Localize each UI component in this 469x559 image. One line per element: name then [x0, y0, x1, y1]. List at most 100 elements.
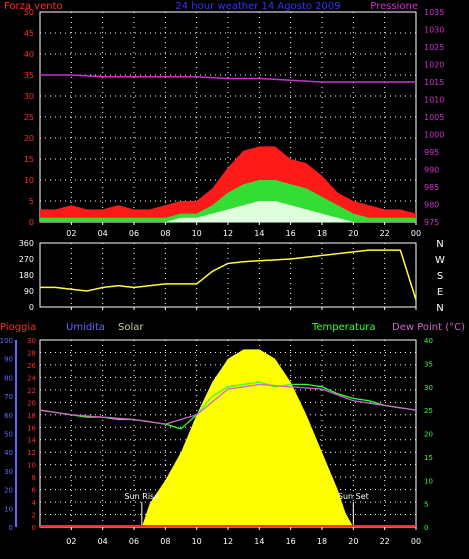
pressure-ytick-label: 1000 — [424, 131, 444, 140]
temp-ytick-label: 35 — [424, 360, 433, 368]
temp-ytick-label: 30 — [424, 384, 433, 392]
sunset-label: Sun Set — [338, 492, 369, 501]
humidity-ytick-label: 0 — [9, 524, 13, 532]
weather-xtick-label: 18 — [317, 537, 327, 546]
humidity-ytick-label: 80 — [4, 374, 13, 382]
weather-xtick-label: 20 — [348, 537, 358, 546]
humidity-ytick-label: 50 — [4, 431, 13, 439]
compass-label: S — [437, 271, 443, 282]
compass-label: N — [436, 303, 443, 314]
compass-label: W — [435, 255, 445, 266]
wind-xtick-label: 02 — [66, 229, 76, 238]
direction-ytick-label: 180 — [19, 271, 34, 280]
rain-ytick-label: 14 — [27, 437, 36, 445]
label-temperature: Temperatura — [311, 322, 376, 333]
wind-xtick-label: 08 — [160, 229, 170, 238]
rain-ytick-label: 8 — [32, 474, 36, 482]
pressure-line — [40, 74, 416, 83]
rain-ytick-label: 0 — [32, 524, 36, 532]
label-rain: Pioggia — [0, 322, 36, 333]
label-humidity: Umidita — [66, 322, 105, 333]
wind-ytick-label: 25 — [24, 113, 34, 122]
weather-xtick-label: 10 — [192, 537, 202, 546]
pressure-ytick-label: 1035 — [424, 8, 444, 17]
wind-ytick-label: 40 — [24, 50, 34, 59]
wind-ytick-label: 5 — [29, 197, 34, 206]
wind-ytick-label: 0 — [29, 218, 34, 227]
pressure-ytick-label: 1020 — [424, 61, 444, 70]
wind-ytick-label: 45 — [24, 29, 34, 38]
rain-ytick-label: 6 — [32, 487, 37, 495]
dewpoint-line — [39, 383, 417, 425]
temp-ytick-label: 15 — [424, 454, 433, 462]
wind-ytick-label: 20 — [24, 134, 34, 143]
solar-area — [141, 349, 354, 527]
pressure-ytick-label: 1010 — [424, 96, 444, 105]
weather-xtick-label: 02 — [66, 537, 76, 546]
rain-ytick-label: 30 — [27, 337, 36, 345]
wind-xtick-label: 00 — [411, 229, 421, 238]
wind-xtick-label: 18 — [317, 229, 327, 238]
humidity-ytick-label: 10 — [4, 505, 13, 513]
humidity-ytick-label: 30 — [4, 468, 13, 476]
weather-xtick-label: 16 — [286, 537, 296, 546]
compass-label: E — [437, 287, 443, 298]
wind-ytick-label: 50 — [24, 8, 34, 17]
pressure-ytick-label: 1015 — [424, 78, 444, 87]
pressure-ytick-label: 1005 — [424, 113, 444, 122]
direction-line — [40, 249, 417, 301]
rain-ytick-label: 4 — [32, 499, 37, 507]
direction-ytick-label: 360 — [19, 239, 34, 248]
wind-xtick-label: 12 — [223, 229, 233, 238]
rain-ytick-label: 24 — [27, 374, 36, 382]
direction-ytick-label: 90 — [24, 287, 34, 296]
rain-ytick-label: 2 — [32, 512, 36, 520]
rain-ytick-label: 28 — [27, 349, 36, 357]
humidity-ytick-label: 70 — [4, 393, 13, 401]
pressure-ytick-label: 980 — [424, 201, 439, 210]
temp-ytick-label: 10 — [424, 477, 433, 485]
humidity-ytick-label: 20 — [4, 487, 13, 495]
temp-ytick-label: 40 — [424, 337, 433, 345]
chart-wind: 0510152025303540455097598098599099510001… — [24, 8, 445, 238]
temp-ytick-label: 5 — [424, 501, 428, 509]
wind-xtick-label: 14 — [254, 229, 264, 238]
weather-xtick-label: 14 — [254, 537, 264, 546]
pressure-ytick-label: 990 — [424, 166, 439, 175]
weather-xtick-label: 22 — [380, 537, 390, 546]
wind-low-area — [40, 201, 416, 222]
sunrise-label: Sun Rise — [125, 492, 160, 501]
temp-ytick-label: 0 — [424, 524, 428, 532]
humidity-ytick-label: 60 — [4, 412, 13, 420]
rain-ytick-label: 12 — [27, 449, 36, 457]
pressure-ytick-label: 985 — [424, 183, 439, 192]
weather-xtick-label: 08 — [160, 537, 170, 546]
pressure-ytick-label: 1030 — [424, 26, 444, 35]
wind-xtick-label: 16 — [286, 229, 296, 238]
rain-ytick-label: 26 — [27, 362, 36, 370]
humidity-ytick-label: 100 — [0, 337, 13, 345]
wind-xtick-label: 10 — [192, 229, 202, 238]
header-pressure-label: Pressione — [370, 1, 418, 12]
humidity-ytick-label: 90 — [4, 356, 13, 364]
header-wind-label: Forza vento — [4, 1, 63, 12]
temp-ytick-label: 25 — [424, 407, 433, 415]
label-dewpoint: Dew Point (°C) — [392, 322, 465, 333]
header-title: 24 hour weather 14 Agosto 2009 — [175, 1, 340, 12]
pressure-ytick-label: 975 — [424, 218, 439, 227]
wind-xtick-label: 04 — [98, 229, 108, 238]
direction-ytick-label: 0 — [29, 303, 34, 312]
compass-label: N — [436, 239, 443, 250]
label-solar: Solar — [118, 322, 144, 333]
wind-xtick-label: 06 — [129, 229, 139, 238]
chart-weather: 0102030405060708090100024681012141618202… — [0, 337, 433, 546]
wind-ytick-label: 10 — [24, 176, 34, 185]
wind-ytick-label: 15 — [24, 155, 34, 164]
direction-ytick-label: 270 — [19, 255, 34, 264]
weather-xtick-label: 12 — [223, 537, 233, 546]
weather-xtick-label: 06 — [129, 537, 139, 546]
rain-ytick-label: 22 — [27, 387, 36, 395]
humidity-ytick-label: 40 — [4, 449, 13, 457]
